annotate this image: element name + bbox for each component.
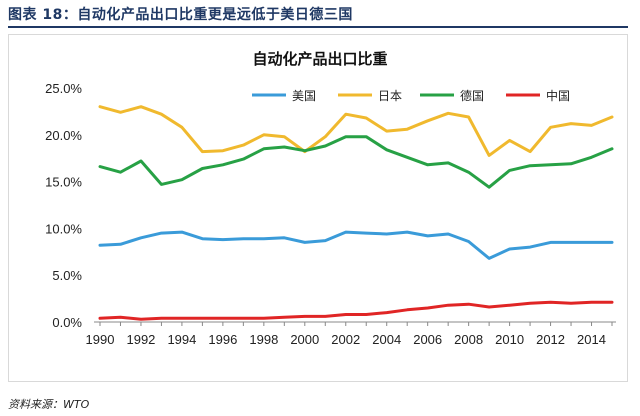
x-tick-label: 2010 — [495, 332, 524, 347]
x-tick-label: 2014 — [577, 332, 606, 347]
caption-underline — [8, 26, 628, 28]
legend-label: 美国 — [292, 89, 316, 103]
legend-label: 中国 — [546, 88, 570, 103]
series-line-4 — [98, 300, 614, 321]
x-axis: 1990 1992 1994 1996 1998 2000 2002 2004 2006 2008… — [86, 321, 616, 347]
y-axis: 0.0% 5.0% 10.0% 15.0% 20.0% 25.0% — [45, 81, 82, 330]
legend-label: 德国 — [460, 88, 484, 103]
figure-caption: 图表 18：自动化产品出口比重更是远低于美日德三国 — [8, 7, 353, 23]
x-tick-label: 2008 — [454, 332, 483, 347]
x-tick-label: 1992 — [126, 332, 155, 347]
y-tick-label: 10.0% — [45, 221, 82, 236]
y-tick-label: 0.0% — [52, 315, 82, 330]
chart-title: 自动化产品出口比重 — [252, 50, 387, 68]
x-tick-label: 1998 — [249, 332, 278, 347]
x-tick-label: 1996 — [208, 332, 237, 347]
y-tick-label: 20.0% — [45, 128, 82, 143]
line-chart: 自动化产品出口比重 美国 日本 德国 中国 0.0% 5.0% 10.0% 15.0% 20.… — [45, 50, 616, 347]
y-tick-label: 15.0% — [45, 175, 82, 190]
x-tick-label: 1990 — [86, 332, 115, 347]
y-tick-label: 25.0% — [45, 81, 82, 96]
source-note: 资料来源：WTO — [8, 398, 90, 411]
chart-legend: 美国 日本 德国 中国 — [252, 88, 570, 103]
chart-frame — [8, 34, 628, 382]
x-tick-label: 2004 — [372, 332, 401, 347]
plot-area — [98, 105, 614, 321]
series-line-2 — [98, 105, 614, 157]
x-tick-label: 1994 — [167, 332, 196, 347]
x-tick-label: 2012 — [536, 332, 565, 347]
y-tick-label: 5.0% — [52, 268, 82, 283]
x-tick-label: 2000 — [290, 332, 319, 347]
x-tick-label: 2006 — [413, 332, 442, 347]
x-tick-label: 2002 — [331, 332, 360, 347]
legend-label: 日本 — [378, 89, 402, 103]
series-line-3 — [98, 135, 614, 189]
series-line-1 — [98, 230, 614, 260]
